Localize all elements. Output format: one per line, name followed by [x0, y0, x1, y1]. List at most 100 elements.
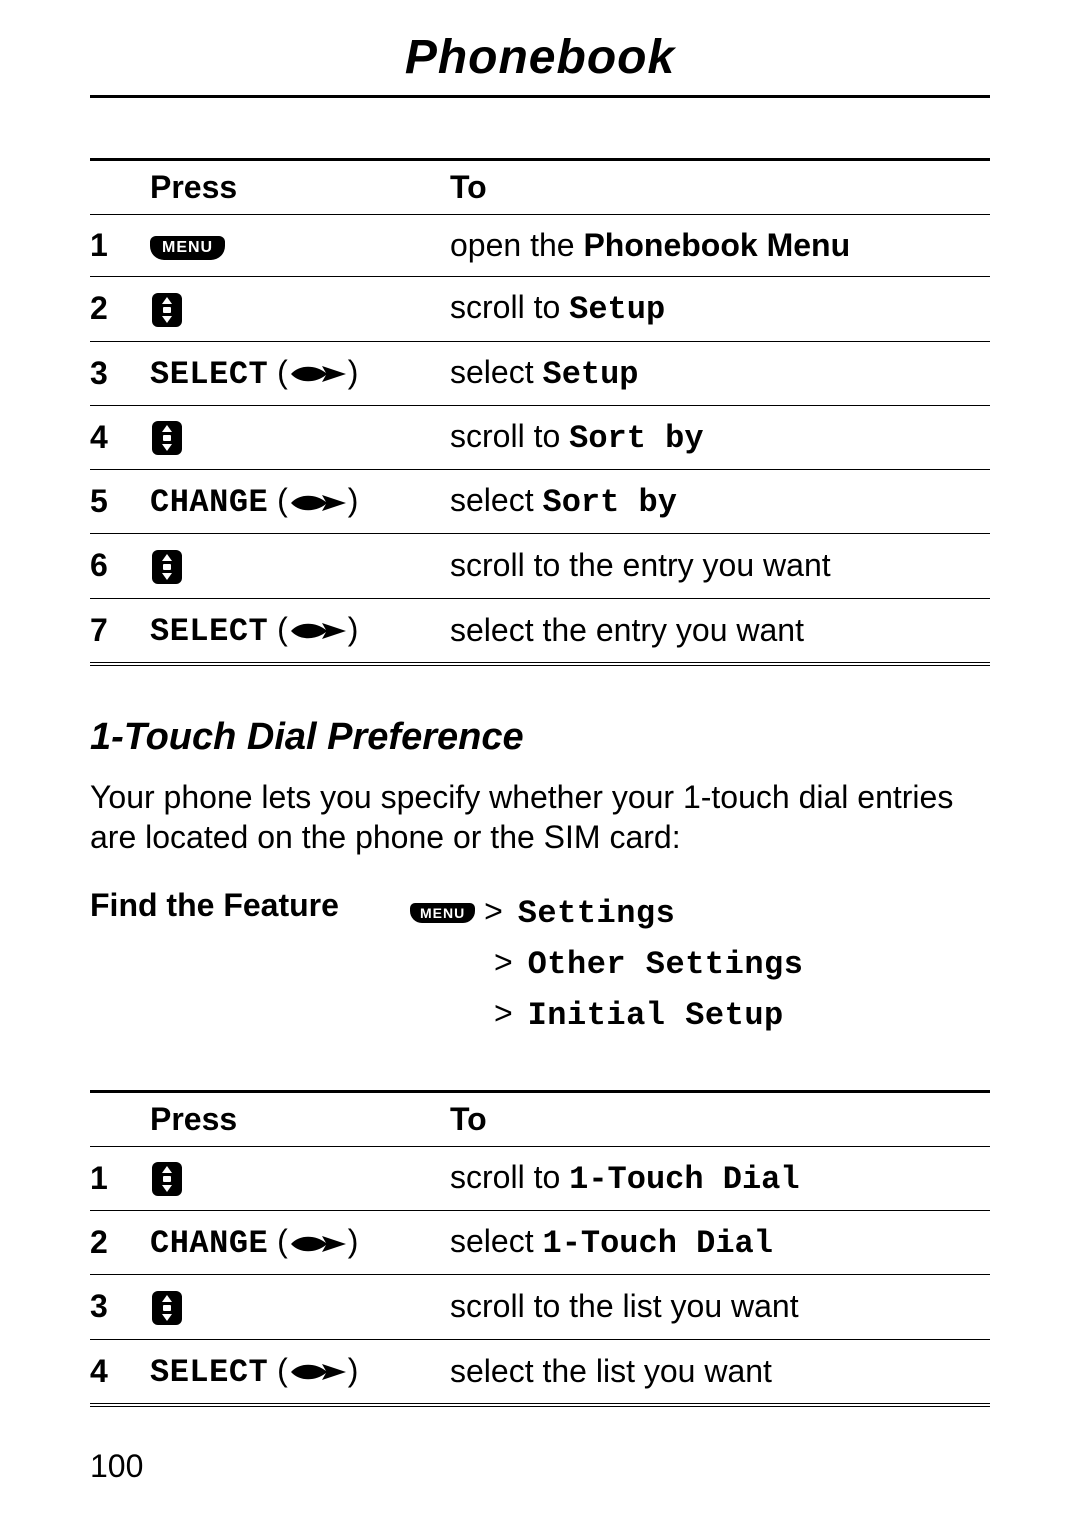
- paren: ): [348, 1223, 359, 1259]
- desc-mono: Sort by: [569, 420, 703, 457]
- to-cell: scroll to Sort by: [450, 405, 990, 470]
- to-cell: select 1-Touch Dial: [450, 1211, 990, 1275]
- instruction-table-1: Press To 1MENU open the Phonebook Menu 2 sc…: [90, 158, 990, 666]
- desc-mono: Setup: [542, 356, 638, 393]
- breadcrumb-item: > Other Settings: [410, 938, 803, 989]
- table-row: 1 scroll to 1-Touch Dial: [90, 1146, 990, 1211]
- to-cell: select Sort by: [450, 470, 990, 534]
- paren: (: [277, 611, 288, 647]
- soft-key-label: SELECT: [150, 1354, 268, 1391]
- page-title: Phonebook: [90, 30, 990, 98]
- desc-mono: 1-Touch Dial: [542, 1225, 772, 1262]
- breadcrumb-label: Initial Setup: [528, 997, 784, 1034]
- paren: (: [277, 482, 288, 518]
- scroll-key-icon: [150, 419, 184, 457]
- to-cell: scroll to 1-Touch Dial: [450, 1146, 990, 1211]
- paren: (: [277, 1352, 288, 1388]
- breadcrumb-label: Other Settings: [528, 946, 804, 983]
- step-number: 3: [90, 1275, 150, 1340]
- to-cell: scroll to the entry you want: [450, 534, 990, 599]
- find-feature-label: Find the Feature: [90, 887, 370, 924]
- desc-bold: Phonebook Menu: [583, 227, 850, 263]
- table-row: 4 scroll to Sort by: [90, 405, 990, 470]
- breadcrumb-label: Settings: [518, 895, 676, 932]
- table-row: 5CHANGE ()select Sort by: [90, 470, 990, 534]
- soft-key-arrow-icon: [288, 1359, 348, 1385]
- table-row: 2CHANGE ()select 1-Touch Dial: [90, 1211, 990, 1275]
- to-cell: scroll to the list you want: [450, 1275, 990, 1340]
- step-number: 6: [90, 534, 150, 599]
- col-num-header: [90, 160, 150, 215]
- step-number: 1: [90, 215, 150, 277]
- press-cell: CHANGE (): [150, 470, 450, 534]
- section-heading: 1-Touch Dial Preference: [90, 716, 990, 759]
- desc-mono: Sort by: [542, 484, 676, 521]
- desc-prefix: scroll to: [450, 418, 569, 454]
- table-row: 7SELECT ()select the entry you want: [90, 598, 990, 664]
- table-row: 2 scroll to Setup: [90, 277, 990, 342]
- press-cell: [150, 534, 450, 599]
- soft-key-arrow-icon: [288, 490, 348, 516]
- desc-prefix: scroll to: [450, 1159, 569, 1195]
- press-cell: [150, 1275, 450, 1340]
- desc-prefix: scroll to the list you want: [450, 1288, 799, 1324]
- table-row: 1MENU open the Phonebook Menu: [90, 215, 990, 277]
- to-cell: open the Phonebook Menu: [450, 215, 990, 277]
- soft-key-label: CHANGE: [150, 484, 268, 521]
- breadcrumb-item: > Initial Setup: [410, 989, 803, 1040]
- press-cell: CHANGE (): [150, 1211, 450, 1275]
- breadcrumb-item: MENU > Settings: [410, 887, 803, 938]
- table-row: 3SELECT ()select Setup: [90, 341, 990, 405]
- press-cell: MENU: [150, 215, 450, 277]
- step-number: 1: [90, 1146, 150, 1211]
- col-press-header: Press: [150, 1091, 450, 1146]
- col-press-header: Press: [150, 160, 450, 215]
- paren: (: [277, 354, 288, 390]
- step-number: 7: [90, 598, 150, 664]
- table-row: 3 scroll to the list you want: [90, 1275, 990, 1340]
- soft-key-label: SELECT: [150, 356, 268, 393]
- desc-prefix: select the list you want: [450, 1353, 772, 1389]
- step-number: 5: [90, 470, 150, 534]
- press-cell: SELECT (): [150, 341, 450, 405]
- desc-mono: 1-Touch Dial: [569, 1161, 799, 1198]
- step-number: 2: [90, 1211, 150, 1275]
- to-cell: select the list you want: [450, 1339, 990, 1405]
- desc-prefix: select the entry you want: [450, 612, 804, 648]
- press-cell: SELECT (): [150, 598, 450, 664]
- step-number: 4: [90, 405, 150, 470]
- find-feature-path: MENU > Settings> Other Settings> Initial…: [410, 887, 803, 1040]
- to-cell: select the entry you want: [450, 598, 990, 664]
- breadcrumb-sep: >: [484, 893, 503, 929]
- step-number: 4: [90, 1339, 150, 1405]
- step-number: 3: [90, 341, 150, 405]
- desc-mono: Setup: [569, 291, 665, 328]
- breadcrumb-sep: >: [494, 995, 513, 1031]
- table-header-row: Press To: [90, 160, 990, 215]
- soft-key-arrow-icon: [288, 1231, 348, 1257]
- menu-key-icon: MENU: [150, 236, 225, 260]
- desc-prefix: select: [450, 1223, 542, 1259]
- desc-prefix: select: [450, 482, 542, 518]
- press-cell: SELECT (): [150, 1339, 450, 1405]
- paren: ): [348, 611, 359, 647]
- table-header-row: Press To: [90, 1091, 990, 1146]
- manual-page: Phonebook Press To 1MENUopen the Phonebo…: [0, 0, 1080, 1525]
- paren: (: [277, 1223, 288, 1259]
- breadcrumb-sep: >: [494, 944, 513, 980]
- desc-prefix: scroll to the entry you want: [450, 547, 831, 583]
- to-cell: scroll to Setup: [450, 277, 990, 342]
- desc-prefix: open the: [450, 227, 583, 263]
- press-cell: [150, 277, 450, 342]
- col-num-header: [90, 1091, 150, 1146]
- scroll-key-icon: [150, 1160, 184, 1198]
- instruction-table-2: Press To 1scroll to 1-Touch Dial2CHANGE …: [90, 1090, 990, 1407]
- paren: ): [348, 1352, 359, 1388]
- to-cell: select Setup: [450, 341, 990, 405]
- page-number: 100: [90, 1448, 143, 1485]
- step-number: 2: [90, 277, 150, 342]
- soft-key-label: SELECT: [150, 613, 268, 650]
- scroll-key-icon: [150, 291, 184, 329]
- col-to-header: To: [450, 160, 990, 215]
- body-text: Your phone lets you specify whether your…: [90, 777, 990, 857]
